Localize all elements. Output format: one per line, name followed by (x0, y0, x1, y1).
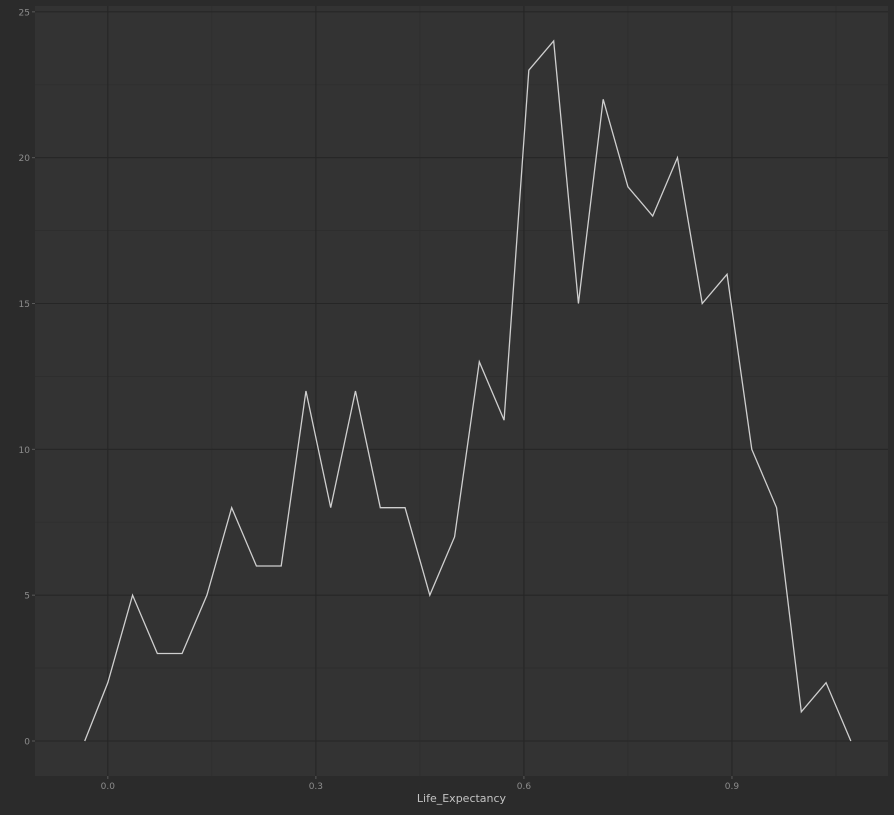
x-axis-title: Life_Expectancy (417, 792, 507, 805)
y-axis-tick-labels: 0 5 10 15 20 25 (19, 8, 35, 748)
major-gridlines (35, 6, 888, 776)
y-tick-label: 0 (24, 738, 30, 748)
x-axis-tick-labels: 0.0 0.3 0.6 0.9 (101, 776, 740, 792)
x-tick-label: 0.3 (309, 782, 323, 792)
y-tick-label: 10 (19, 446, 31, 456)
y-tick-label: 20 (19, 154, 31, 164)
x-tick-label: 0.6 (517, 782, 532, 792)
minor-gridlines (35, 6, 888, 776)
plot-panel (35, 6, 888, 776)
y-tick-label: 25 (19, 8, 30, 18)
series-line-count (84, 39, 852, 742)
y-tick-label: 5 (24, 592, 30, 602)
x-tick-label: 0.9 (725, 782, 740, 792)
x-tick-label: 0.0 (101, 782, 116, 792)
y-tick-label: 15 (19, 300, 30, 310)
